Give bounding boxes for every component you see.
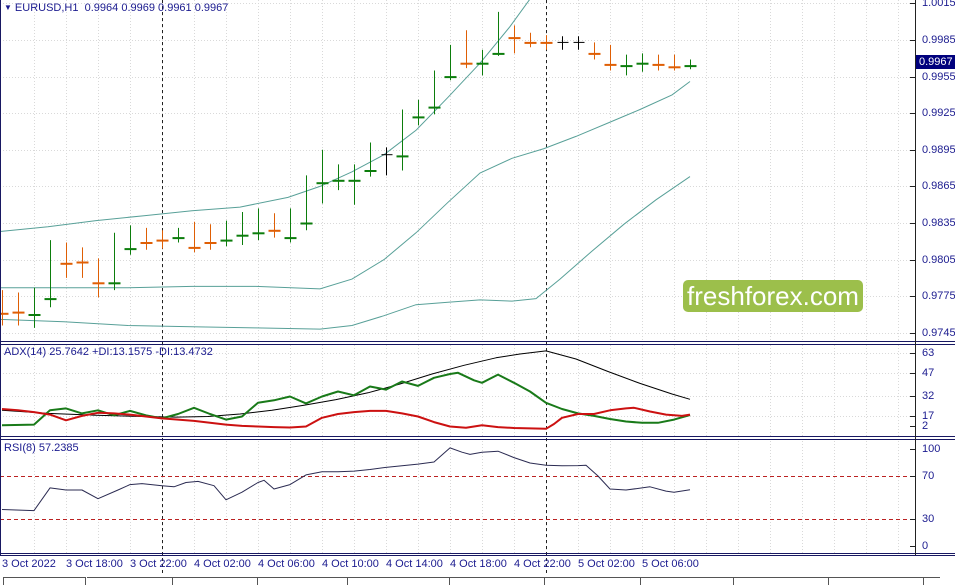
price-tick-label: 0.9985 xyxy=(922,34,955,46)
chart-title-ohlc: 0.9964 0.9969 0.9961 0.9967 xyxy=(84,2,229,14)
gridlines xyxy=(0,0,915,553)
time-tick-label: 4 Oct 06:00 xyxy=(258,558,315,570)
candle-body xyxy=(44,298,57,301)
candle-body xyxy=(236,234,249,237)
candle-body xyxy=(668,66,681,69)
time-tick-label: 4 Oct 10:00 xyxy=(322,558,379,570)
candles xyxy=(0,11,697,328)
candle-body xyxy=(76,261,89,264)
candle-body xyxy=(156,239,169,242)
candle-body xyxy=(412,116,425,119)
candle-body xyxy=(428,106,441,109)
price-tick-label: 0.9895 xyxy=(922,144,955,156)
candle-body xyxy=(476,62,489,65)
price-tick-label: 0.9955 xyxy=(922,71,955,83)
price-tick-label: 0.9925 xyxy=(922,107,955,119)
middle-band-line xyxy=(0,81,691,290)
candle-body xyxy=(300,222,313,225)
time-tick-label: 5 Oct 02:00 xyxy=(578,558,635,570)
price-tick-label: 0.9805 xyxy=(922,254,955,266)
time-tick-label: 4 Oct 18:00 xyxy=(450,558,507,570)
bottom-strip[interactable] xyxy=(3,577,941,585)
candle-body xyxy=(204,242,217,244)
candle-body xyxy=(108,282,121,285)
adx-line-+DI xyxy=(1,371,691,427)
rsi-indicator-label: RSI(8) 57.2385 xyxy=(4,442,79,454)
time-tick-label: 4 Oct 14:00 xyxy=(386,558,443,570)
time-tick-label: 3 Oct 2022 xyxy=(2,558,56,570)
axis-ticks xyxy=(910,3,915,547)
candle-body xyxy=(92,282,105,285)
candle-body xyxy=(460,62,473,65)
rsi-level-lines xyxy=(0,476,915,520)
candle-body xyxy=(60,262,73,265)
candle-body xyxy=(604,63,617,66)
rsi-tick-label: 0 xyxy=(922,540,929,552)
band-lines xyxy=(0,0,691,330)
panel-borders xyxy=(0,0,955,556)
candle-body xyxy=(12,311,25,314)
candle-body xyxy=(396,155,409,158)
rsi-line xyxy=(1,447,691,512)
adx-line--DI xyxy=(1,406,691,430)
candle-body xyxy=(620,65,633,68)
current-price-badge: 0.9967 xyxy=(916,55,955,69)
rsi-tick-label: 30 xyxy=(922,513,935,525)
time-tick-label: 3 Oct 22:00 xyxy=(130,558,187,570)
adx-tick-label: 17 xyxy=(922,410,935,422)
candle-body xyxy=(508,37,521,40)
adx-tick-label: 47 xyxy=(922,367,935,379)
symbol-dropdown-icon[interactable]: ▼ xyxy=(4,3,12,12)
candle-body xyxy=(524,41,537,44)
time-tick-label: 4 Oct 22:00 xyxy=(514,558,571,570)
chart-title-symbol: EURUSD,H1 xyxy=(14,2,79,14)
adx-tick-label: 2 xyxy=(922,420,929,432)
price-tick-label: 0.9775 xyxy=(922,290,955,302)
lower-band-line xyxy=(0,176,691,330)
candle-body xyxy=(444,76,457,79)
candle-body xyxy=(492,52,505,55)
candle-body xyxy=(140,242,153,244)
candle-body xyxy=(364,170,377,172)
candle-body xyxy=(588,52,601,55)
candle-body xyxy=(124,248,137,251)
candle-body xyxy=(220,239,233,242)
candle-body xyxy=(284,237,297,240)
adx-tick-label: 32 xyxy=(922,390,935,402)
time-tick-label: 5 Oct 06:00 xyxy=(642,558,699,570)
price-tick-label: 0.9865 xyxy=(922,180,955,192)
candle-body xyxy=(636,62,649,65)
adx-indicator-label: ADX(14) 25.7642 +DI:13.1575 -DI:13.4732 xyxy=(4,346,213,358)
adx-tick-label: 63 xyxy=(922,347,935,359)
upper-band-line xyxy=(0,0,530,232)
candle-body xyxy=(0,312,9,315)
price-tick-label: 0.9745 xyxy=(922,327,955,339)
adx-line-ADX xyxy=(1,350,691,418)
price-tick-label: 1.0015 xyxy=(922,0,955,9)
candle-body xyxy=(268,229,281,232)
candle-body xyxy=(348,179,361,182)
candle-body xyxy=(316,182,329,185)
candle-body xyxy=(28,314,41,316)
candle-body xyxy=(684,65,697,68)
period-separators xyxy=(162,0,547,575)
time-tick-label: 3 Oct 18:00 xyxy=(66,558,123,570)
price-tick-label: 0.9835 xyxy=(922,217,955,229)
indicator-lines xyxy=(1,350,691,512)
candle-body xyxy=(172,237,185,240)
time-tick-label: 4 Oct 02:00 xyxy=(194,558,251,570)
rsi-tick-label: 70 xyxy=(922,470,935,482)
candle-body xyxy=(252,232,265,235)
candle-body xyxy=(188,246,201,249)
rsi-tick-label: 100 xyxy=(922,443,941,455)
broker-watermark: freshforex.com xyxy=(683,280,863,312)
candle-body xyxy=(540,41,553,44)
candle-body xyxy=(652,63,665,66)
chart-title: ▼ EURUSD,H1 0.9964 0.9969 0.9961 0.9967 xyxy=(4,2,228,14)
candle-body xyxy=(332,179,345,182)
